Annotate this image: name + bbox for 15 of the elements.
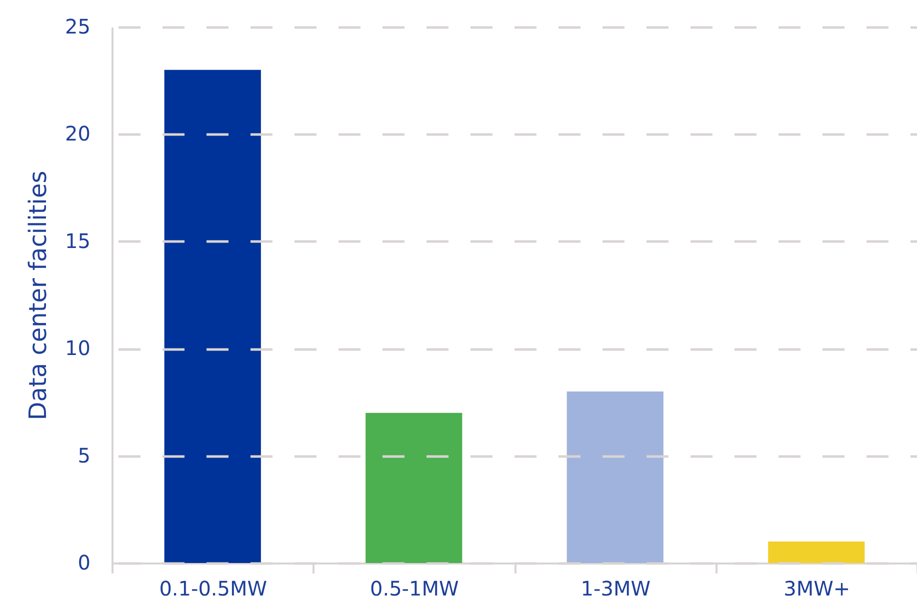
bar (768, 542, 865, 563)
y-tick-label: 20 (65, 122, 90, 146)
bar (164, 70, 261, 563)
y-tick-label: 25 (65, 14, 90, 38)
bar (566, 391, 664, 563)
y-tick-label: 10 (65, 336, 90, 360)
x-tick-label: 3MW+ (784, 576, 850, 599)
y-tick-label: 5 (78, 443, 90, 468)
y-tick-label: 0 (78, 550, 90, 574)
x-tick-label: 0.1-0.5MW (159, 576, 268, 599)
y-tick-label: 15 (65, 228, 90, 253)
x-tick-label: 0.5-1MW (370, 576, 459, 599)
x-tick-label: 1-3MW (580, 576, 651, 599)
y-axis-title: Data center facilities (24, 170, 52, 420)
bar (366, 412, 462, 563)
